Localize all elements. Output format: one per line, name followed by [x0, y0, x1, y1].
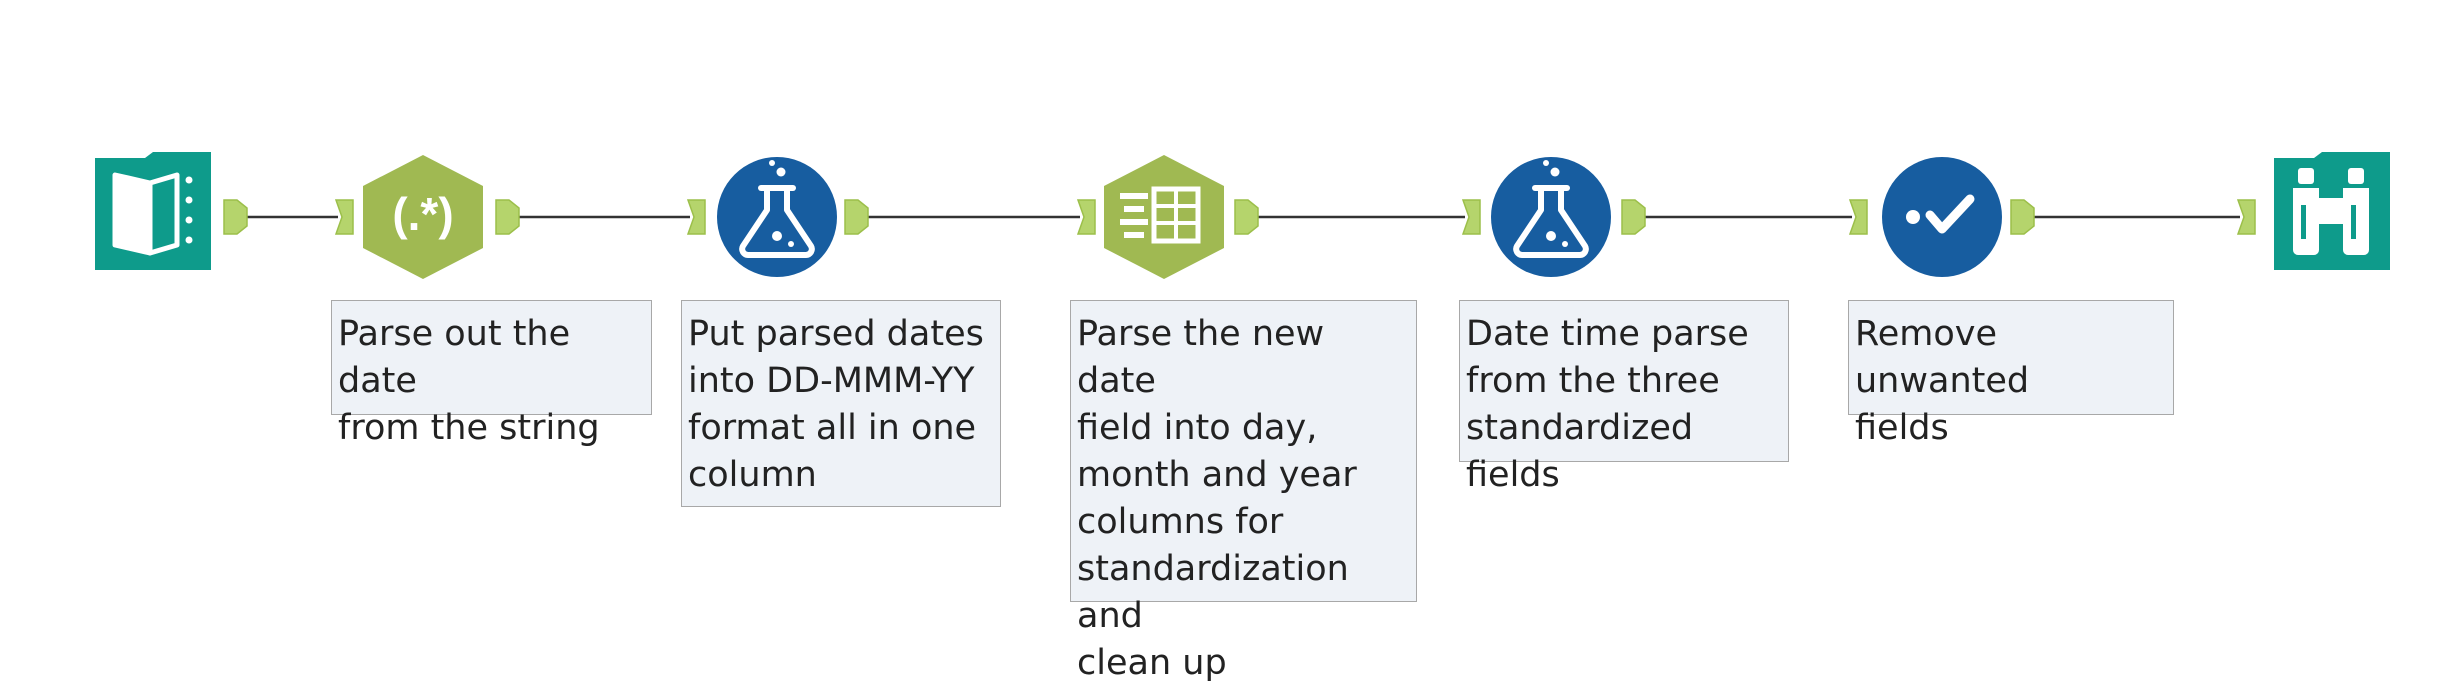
text-to-columns-tool[interactable]	[1104, 155, 1224, 279]
formula-tool-1[interactable]	[717, 157, 837, 277]
annotation-regex: Parse out the date from the string	[331, 300, 652, 448]
output-anchor-text-to-columns[interactable]	[1234, 199, 1259, 235]
output-anchor-formula-2[interactable]	[1621, 199, 1646, 235]
input-anchor-formula-2[interactable]	[1461, 199, 1481, 235]
input-anchor-regex[interactable]	[334, 199, 354, 235]
input-anchor-text-to-columns[interactable]	[1076, 199, 1096, 235]
output-anchor-formula-1[interactable]	[844, 199, 869, 235]
annotation-formula-1: Put parsed dates into DD-MMM-YY format a…	[681, 300, 1001, 507]
book-icon	[112, 172, 193, 256]
input-data-tool[interactable]	[95, 152, 211, 270]
anchors	[223, 199, 2256, 235]
checkmark-icon	[1906, 194, 1975, 234]
flask-icon	[1513, 160, 1589, 258]
columns-icon	[1120, 186, 1201, 244]
flask-icon	[739, 160, 815, 258]
annotation-select: Remove unwanted fields	[1848, 300, 2174, 448]
regex-tool[interactable]: (.*)	[363, 155, 483, 279]
formula-tool-2[interactable]	[1491, 157, 1611, 277]
browse-tool[interactable]	[2274, 152, 2390, 270]
binoculars-icon	[2293, 168, 2369, 255]
output-anchor-select[interactable]	[2010, 199, 2035, 235]
input-anchor-formula-1[interactable]	[686, 199, 706, 235]
input-anchor-select[interactable]	[1848, 199, 1868, 235]
annotation-text-to-columns: Parse the new date field into day, month…	[1070, 300, 1417, 683]
annotation-formula-2: Date time parse from the three standardi…	[1459, 300, 1789, 495]
input-anchor-browse[interactable]	[2236, 199, 2256, 235]
output-anchor-input-data[interactable]	[223, 199, 248, 235]
select-tool[interactable]	[1882, 157, 2002, 277]
regex-icon: (.*)	[392, 188, 453, 240]
output-anchor-regex[interactable]	[495, 199, 520, 235]
